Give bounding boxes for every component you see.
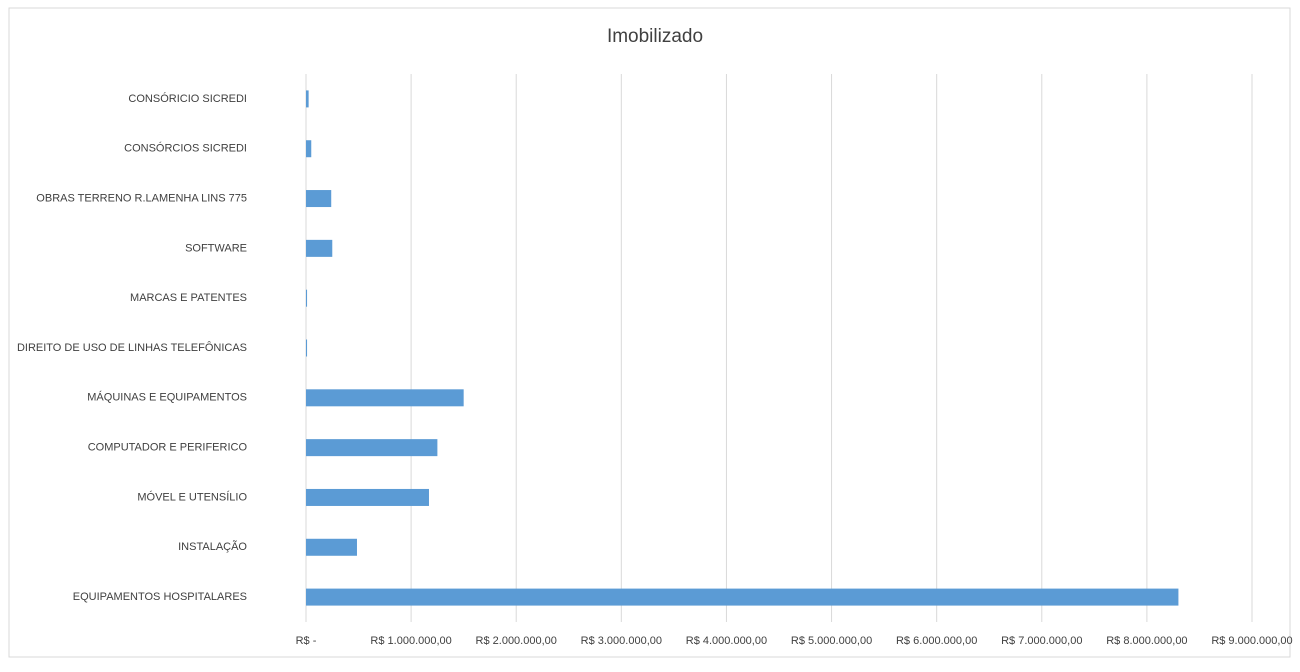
bar [306,239,333,257]
x-tick-label: R$ 1.000.000,00 [370,635,451,647]
x-tick-label: R$ 6.000.000,00 [896,635,977,647]
bar [306,140,312,158]
y-tick-label: DIREITO DE USO DE LINHAS TELEFÔNICAS [17,341,247,354]
x-tick-label: R$ 4.000.000,00 [686,635,767,647]
x-tick-label: R$ 2.000.000,00 [476,635,557,647]
x-tick-label: R$ 9.000.000,00 [1211,635,1292,647]
bar [306,588,1179,606]
y-tick-label: MÁQUINAS E EQUIPAMENTOS [87,391,247,404]
y-tick-label: MARCAS E PATENTES [130,292,247,304]
y-tick-label: MÓVEL E UTENSÍLIO [137,490,247,503]
bar [306,389,464,407]
chart-title: Imobilizado [607,26,703,47]
y-tick-label: COMPUTADOR E PERIFERICO [88,442,248,454]
y-tick-label: EQUIPAMENTOS HOSPITALARES [73,591,247,603]
y-tick-label: SOFTWARE [185,242,247,254]
bar [306,488,429,506]
y-tick-label: INSTALAÇÃO [178,540,247,553]
y-tick-label: OBRAS TERRENO R.LAMENHA LINS 775 [36,192,247,204]
x-tick-label: R$ 3.000.000,00 [581,635,662,647]
chart-border [8,7,1291,658]
bar [306,339,308,357]
x-tick-label: R$ 5.000.000,00 [791,635,872,647]
x-tick-label: R$ 7.000.000,00 [1001,635,1082,647]
bar [306,90,309,108]
bar [306,190,332,208]
bar [306,289,308,307]
y-tick-label: CONSÓRCIOS SICREDI [124,142,247,155]
x-tick-label: R$ 8.000.000,00 [1106,635,1187,647]
y-tick-label: CONSÓRICIO SICREDI [128,92,247,105]
x-tick-label: R$ - [296,635,317,647]
bar [306,538,357,556]
bar [306,439,438,457]
